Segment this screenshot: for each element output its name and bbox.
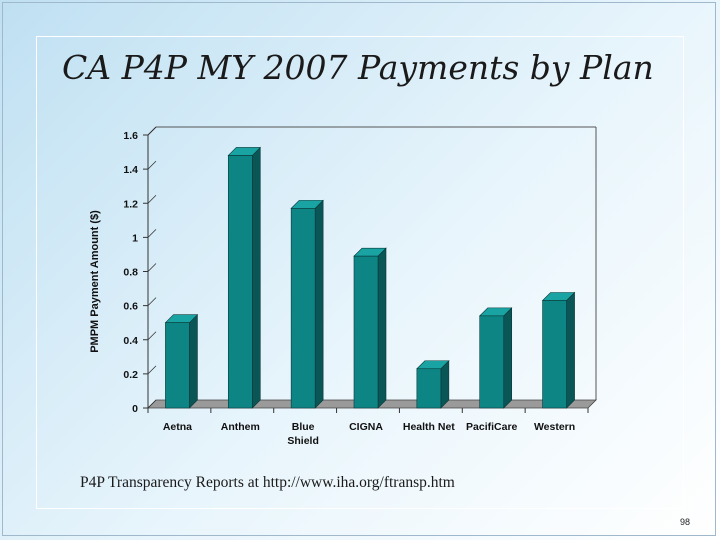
bar-chart: 0 0.2 0.4 0.6 0.8 1 1.2 1.4 1.6 PMPM Payment Amou… — [89, 126, 597, 447]
x-tick-label: Blue Shield — [287, 421, 319, 447]
x-tick-label: Health Net — [403, 421, 455, 433]
y-tick-depth — [147, 331, 157, 341]
y-tick-depth — [147, 194, 157, 204]
bar-3 — [353, 247, 387, 409]
y-tick-label: 0.8 — [123, 267, 138, 279]
bar-side — [503, 307, 513, 409]
bar-side — [566, 291, 575, 409]
bar-4 — [416, 360, 450, 409]
bar-1 — [227, 146, 262, 409]
x-tick-label-line: CIGNA — [349, 421, 383, 433]
y-tick-depth — [147, 229, 157, 238]
y-tick-label: 1.6 — [123, 130, 138, 142]
x-tick-label: CIGNA — [349, 421, 383, 433]
bar-side — [189, 313, 198, 409]
y-tick-label: 0.4 — [123, 335, 138, 347]
y-axis-label: PMPM Payment Amount ($) — [89, 210, 101, 353]
y-tick-depth — [147, 365, 157, 375]
x-tick-label: PacifiCare — [466, 421, 518, 433]
y-tick-label: 0.6 — [123, 301, 138, 313]
bar-front — [290, 208, 316, 409]
y-tick-label: 0 — [132, 403, 138, 415]
inner-frame — [36, 36, 684, 509]
footer-note: P4P Transparency Reports at http://www.i… — [80, 474, 455, 491]
x-tick-label-line: Western — [534, 421, 575, 433]
y-tick-depth — [147, 160, 157, 170]
y-tick-depth — [147, 399, 157, 409]
y-tick-depth — [147, 297, 157, 306]
bar-2 — [290, 199, 324, 409]
bar-front — [165, 322, 190, 409]
x-tick-label: Aetna — [163, 421, 192, 433]
bar-0 — [164, 313, 199, 409]
bar-front — [542, 300, 567, 409]
bar-front — [416, 368, 442, 409]
bar-side — [377, 247, 387, 409]
page-title: CA P4P MY 2007 Payments by Plan — [62, 48, 654, 87]
page-number: 98 — [679, 517, 690, 527]
x-tick-label-line: Health Net — [403, 421, 455, 433]
x-tick-label-line: PacifiCare — [466, 421, 518, 433]
bar-front — [227, 155, 253, 409]
bar-side — [314, 199, 324, 409]
bar-6 — [541, 291, 576, 409]
x-tick-label-line: Shield — [287, 435, 319, 447]
y-tick-label: 1.2 — [123, 198, 138, 210]
bar-5 — [478, 307, 513, 409]
bar-front — [353, 255, 379, 409]
x-tick-label-line: Blue — [292, 421, 315, 433]
y-tick-depth — [147, 263, 157, 272]
x-tick-label: Anthem — [221, 421, 260, 433]
y-tick-label: 1 — [132, 232, 138, 244]
x-tick-label: Western — [534, 421, 575, 433]
y-tick-depth — [147, 126, 157, 136]
y-tick-label: 1.4 — [123, 164, 138, 176]
x-tick-label-line: Aetna — [163, 421, 192, 433]
y-tick-label: 0.2 — [123, 369, 138, 381]
x-tick-label-line: Anthem — [221, 421, 260, 433]
bar-front — [479, 315, 505, 409]
bar-side — [251, 146, 261, 409]
